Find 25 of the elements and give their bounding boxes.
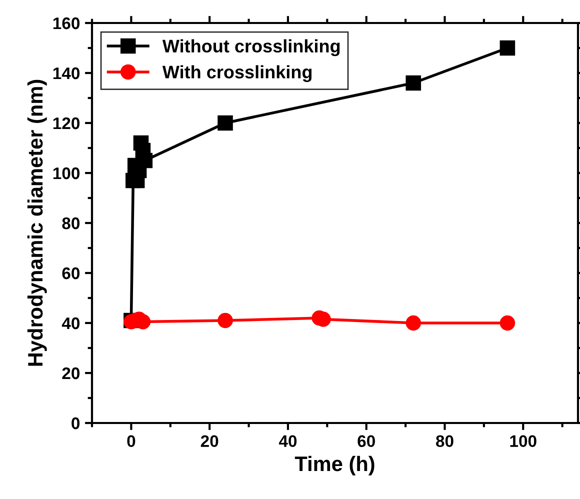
point [500, 40, 516, 56]
point [406, 75, 422, 91]
legend-label: Without crosslinking [162, 39, 340, 56]
x-tick-label: 40 [278, 435, 297, 448]
y-tick-label: 100 [53, 167, 80, 180]
y-tick-label: 160 [53, 17, 80, 30]
x-tick-label: 20 [200, 435, 218, 448]
point [406, 315, 422, 331]
y-tick-label: 120 [53, 117, 80, 130]
x-tick-label: 0 [127, 435, 136, 448]
point [500, 315, 516, 331]
y-tick-label: 40 [62, 317, 80, 330]
x-tick-label: 60 [358, 435, 375, 448]
x-tick-label: 80 [436, 435, 454, 448]
y-tick-label: 20 [62, 367, 80, 380]
x-tick-label: 100 [510, 435, 536, 448]
legend-label: With crosslinking [162, 65, 312, 82]
y-tick-label: 60 [62, 267, 80, 280]
x-axis-title: Time (h) [294, 456, 374, 476]
y-axis-title: Hydrodynamic diameter (nm) [27, 80, 47, 366]
point [218, 312, 233, 328]
y-tick-label: 0 [72, 417, 80, 430]
y-tick-label: 80 [62, 217, 80, 230]
y-tick-label: 140 [53, 67, 80, 80]
point [218, 115, 233, 131]
